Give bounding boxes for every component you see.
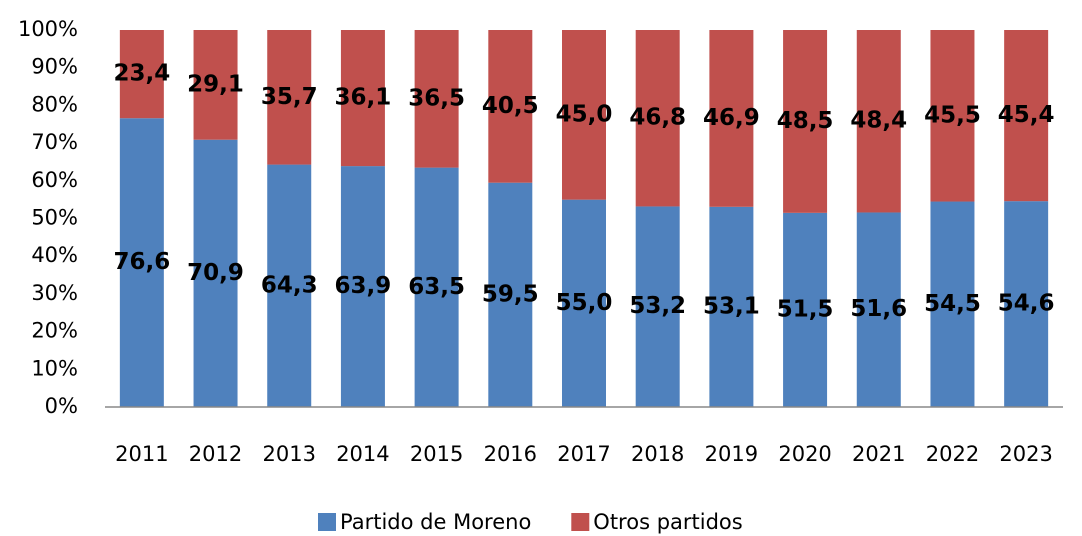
bar-segment bbox=[856, 30, 901, 213]
bar-segment bbox=[488, 30, 533, 183]
data-label: 46,9 bbox=[703, 105, 760, 131]
y-tick-label: 10% bbox=[31, 356, 78, 380]
bar-segment bbox=[119, 118, 164, 407]
y-tick-label: 0% bbox=[45, 394, 78, 418]
data-label: 53,1 bbox=[703, 293, 760, 319]
bar-segment bbox=[562, 30, 606, 200]
bar-segment bbox=[119, 30, 164, 119]
data-label: 23,4 bbox=[113, 61, 170, 87]
x-tick-label: 2013 bbox=[263, 442, 316, 466]
x-tick-label: 2012 bbox=[189, 442, 242, 466]
y-tick-label: 70% bbox=[31, 130, 78, 154]
data-label: 64,3 bbox=[261, 272, 318, 298]
x-tick-label: 2018 bbox=[631, 442, 684, 466]
data-label: 35,7 bbox=[261, 84, 318, 110]
bar-segment bbox=[709, 206, 754, 407]
x-tick-label: 2016 bbox=[484, 442, 537, 466]
legend-label: Otros partidos bbox=[593, 510, 742, 534]
y-tick-label: 40% bbox=[31, 243, 78, 267]
data-label: 63,5 bbox=[408, 274, 465, 300]
data-label: 54,6 bbox=[998, 291, 1055, 317]
y-tick-label: 30% bbox=[31, 281, 78, 305]
bar-segment bbox=[267, 164, 312, 407]
bar-segment bbox=[635, 206, 680, 407]
data-label: 40,5 bbox=[482, 93, 539, 119]
bar-segment bbox=[635, 30, 680, 207]
x-tick-label: 2019 bbox=[705, 442, 758, 466]
x-tick-label: 2023 bbox=[999, 442, 1052, 466]
data-label: 55,0 bbox=[556, 290, 613, 316]
bar-segment bbox=[1004, 30, 1049, 202]
data-label: 59,5 bbox=[482, 281, 539, 307]
y-tick-label: 90% bbox=[31, 55, 78, 79]
y-tick-label: 100% bbox=[18, 17, 78, 41]
data-label: 54,5 bbox=[924, 291, 981, 317]
bar-segment bbox=[193, 30, 238, 140]
y-tick-label: 60% bbox=[31, 168, 78, 192]
bar-segment bbox=[783, 30, 828, 213]
data-label: 46,8 bbox=[629, 105, 686, 131]
bar-segment bbox=[856, 212, 901, 407]
bar-segment bbox=[340, 166, 385, 407]
bar-segment bbox=[930, 30, 975, 202]
data-label: 29,1 bbox=[187, 71, 244, 97]
data-label: 45,0 bbox=[556, 101, 613, 127]
data-label: 76,6 bbox=[113, 249, 170, 275]
x-tick-label: 2021 bbox=[852, 442, 905, 466]
data-label: 70,9 bbox=[187, 260, 244, 286]
bar-segment bbox=[340, 30, 385, 167]
x-tick-label: 2014 bbox=[336, 442, 389, 466]
data-label: 63,9 bbox=[335, 273, 392, 299]
x-tick-label: 2022 bbox=[926, 442, 979, 466]
bar-segment bbox=[488, 182, 533, 407]
bar-segment bbox=[930, 201, 975, 407]
bar-segment bbox=[709, 30, 754, 207]
y-tick-label: 80% bbox=[31, 92, 78, 116]
data-label: 45,5 bbox=[924, 102, 981, 128]
data-label: 53,2 bbox=[629, 293, 686, 319]
bar-segment bbox=[414, 167, 459, 407]
bar-segment bbox=[414, 30, 459, 168]
data-label: 45,4 bbox=[998, 102, 1055, 128]
data-label: 36,5 bbox=[408, 85, 465, 111]
data-label: 51,5 bbox=[777, 296, 834, 322]
bar-segment bbox=[1004, 201, 1049, 407]
legend-swatch bbox=[571, 513, 590, 531]
legend-swatch bbox=[318, 513, 336, 531]
bar-segment bbox=[562, 199, 606, 407]
bar-segment bbox=[193, 139, 238, 407]
x-tick-label: 2015 bbox=[410, 442, 463, 466]
x-tick-label: 2020 bbox=[778, 442, 831, 466]
data-label: 48,4 bbox=[850, 108, 907, 134]
x-tick-label: 2017 bbox=[557, 442, 610, 466]
data-label: 51,6 bbox=[850, 296, 907, 322]
data-label: 48,5 bbox=[777, 108, 834, 134]
x-tick-label: 2011 bbox=[115, 442, 168, 466]
legend-label: Partido de Moreno bbox=[340, 510, 531, 534]
bar-segment bbox=[783, 212, 828, 407]
y-tick-label: 50% bbox=[31, 206, 78, 230]
data-label: 36,1 bbox=[335, 85, 392, 111]
y-tick-label: 20% bbox=[31, 319, 78, 343]
bar-segment bbox=[267, 30, 312, 165]
